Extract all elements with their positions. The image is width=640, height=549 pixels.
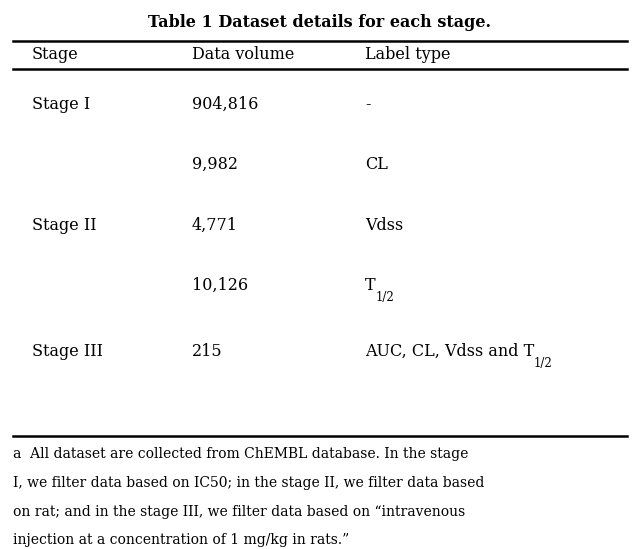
- Text: AUC, CL, Vdss and T: AUC, CL, Vdss and T: [365, 343, 534, 360]
- Text: injection at a concentration of 1 mg/kg in rats.”: injection at a concentration of 1 mg/kg …: [13, 533, 349, 547]
- Text: Stage II: Stage II: [32, 217, 97, 233]
- Text: Stage: Stage: [32, 47, 79, 63]
- Text: a  All dataset are collected from ChEMBL database. In the stage: a All dataset are collected from ChEMBL …: [13, 447, 468, 462]
- Text: CL: CL: [365, 156, 388, 173]
- Text: T: T: [365, 277, 376, 294]
- Text: Stage III: Stage III: [32, 343, 103, 360]
- Text: 904,816: 904,816: [192, 96, 259, 113]
- Text: Table 1 Dataset details for each stage.: Table 1 Dataset details for each stage.: [148, 14, 492, 31]
- Text: Stage I: Stage I: [32, 96, 90, 113]
- Text: -: -: [365, 96, 371, 113]
- Text: 215: 215: [192, 343, 223, 360]
- Text: I, we filter data based on IC50; in the stage II, we filter data based: I, we filter data based on IC50; in the …: [13, 476, 484, 490]
- Text: on rat; and in the stage III, we filter data based on “intravenous: on rat; and in the stage III, we filter …: [13, 505, 465, 519]
- Text: 9,982: 9,982: [192, 156, 238, 173]
- Text: 1/2: 1/2: [534, 357, 553, 370]
- Text: 1/2: 1/2: [376, 291, 394, 304]
- Text: Vdss: Vdss: [365, 217, 403, 233]
- Text: Data volume: Data volume: [192, 47, 294, 63]
- Text: 10,126: 10,126: [192, 277, 248, 294]
- Text: 4,771: 4,771: [192, 217, 238, 233]
- Text: Label type: Label type: [365, 47, 451, 63]
